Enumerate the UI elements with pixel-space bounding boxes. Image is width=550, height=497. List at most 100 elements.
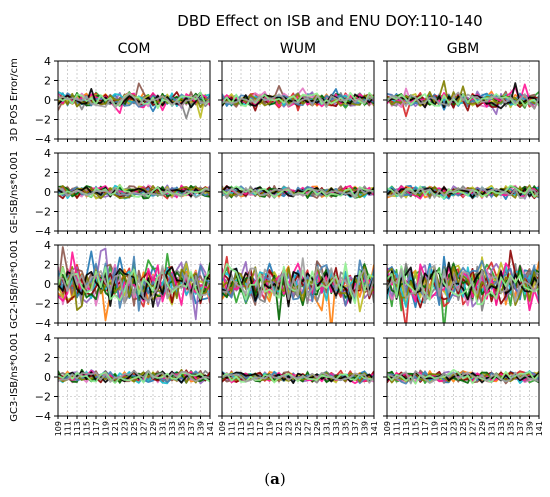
x-tick-label: 111	[393, 421, 402, 436]
row-ylabel-4: GC3-ISB/ns*0.001	[9, 332, 20, 421]
series-group	[58, 368, 210, 385]
y-tick-label: −2	[35, 114, 51, 127]
panel-r1-c2	[218, 60, 375, 142]
x-tick-label: 121	[275, 421, 284, 436]
series-group	[222, 185, 374, 199]
x-tick-label: 135	[507, 421, 516, 436]
series-line-18	[58, 93, 210, 109]
caption-label: a	[270, 470, 280, 488]
x-tick-label: 127	[469, 421, 478, 436]
x-tick-label: 139	[526, 421, 535, 436]
panel-r1-c1: 4 2 0 −2 −4	[35, 55, 211, 146]
x-tick-label: 141	[206, 421, 215, 436]
x-tick-label: 117	[421, 421, 430, 436]
figure-title: DBD Effect on ISB and ENU DOY:110-140	[177, 12, 482, 30]
y-tick-label: −4	[35, 317, 51, 330]
x-tick-label: 123	[121, 421, 130, 436]
y-tick-label: 4	[44, 332, 51, 345]
series-line-17	[387, 265, 539, 306]
x-tick-label: 137	[516, 421, 525, 436]
series-line-16	[58, 88, 210, 109]
x-tick-label: 127	[304, 421, 313, 436]
x-tick-label: 129	[313, 421, 322, 436]
x-tick-label: 131	[323, 421, 332, 436]
series-group	[222, 369, 374, 385]
x-tick-label: 113	[237, 421, 246, 436]
x-tick-label: 137	[351, 421, 360, 436]
x-tick-label: 133	[168, 421, 177, 436]
series-line-18	[387, 264, 539, 305]
y-tick-label: −4	[35, 410, 51, 423]
x-tick-label: 119	[102, 421, 111, 436]
series-group	[387, 80, 539, 118]
series-line-18	[222, 186, 374, 199]
panel-r2-c3	[383, 152, 540, 234]
panel-r4-c3: 109 111 113 115 117 119 121 123 125 127 129 131 133 1…	[383, 337, 544, 436]
y-tick-label: −4	[35, 225, 51, 238]
series-line-16	[58, 186, 210, 198]
x-tick-label: 121	[111, 421, 120, 436]
series-line-16	[222, 371, 374, 384]
x-tick-label: 115	[412, 421, 421, 436]
panel-r3-c1: 4 2 0 −2 −4	[35, 239, 211, 330]
column-title-com: COM	[118, 41, 151, 57]
series-line-18	[58, 265, 210, 305]
x-tick-label: 133	[497, 421, 506, 436]
x-tick-label: 139	[197, 421, 206, 436]
x-tick-label: 125	[294, 421, 303, 436]
series-group	[58, 246, 210, 322]
series-line-17	[387, 184, 539, 200]
column-title-wum: WUM	[280, 41, 316, 57]
x-tick-label: 139	[361, 421, 370, 436]
x-tick-label: 117	[92, 421, 101, 436]
series-line-18	[387, 370, 539, 385]
y-tick-label: 2	[44, 259, 51, 272]
x-tick-label: 123	[285, 421, 294, 436]
series-group	[58, 183, 210, 200]
x-tick-label: 125	[459, 421, 468, 436]
panel-r4-c2: 109 111 113 115 117 119 121 123 125 127 129 131 133 1…	[218, 337, 379, 436]
row-ylabel-1: 3D POS Error/cm	[9, 58, 20, 142]
x-tick-label: 135	[178, 421, 187, 436]
x-tick-label: 135	[342, 421, 351, 436]
x-tick-label: 109	[218, 421, 227, 436]
x-tick-label: 111	[228, 421, 237, 436]
series-line-17	[58, 266, 210, 302]
series-line-18	[222, 257, 374, 301]
y-tick-label: 4	[44, 147, 51, 160]
series-group	[222, 255, 374, 323]
y-tick-label: 4	[44, 55, 51, 68]
x-tick-label: 141	[535, 421, 544, 436]
x-tick-label: 115	[83, 421, 92, 436]
x-tick-label: 121	[440, 421, 449, 436]
y-tick-label: 0	[44, 278, 51, 291]
y-tick-label: 2	[44, 167, 51, 180]
y-tick-label: 0	[44, 371, 51, 384]
y-tick-label: −2	[35, 298, 51, 311]
x-tick-label: 127	[140, 421, 149, 436]
series-line-17	[387, 93, 539, 107]
series-line-18	[387, 186, 539, 199]
panel-r3-c2	[218, 244, 375, 326]
series-line-18	[222, 93, 374, 108]
x-tick-label: 129	[149, 421, 158, 436]
y-tick-label: −4	[35, 133, 51, 146]
x-tick-label: 115	[247, 421, 256, 436]
series-line-16	[222, 267, 374, 308]
x-tick-label: 113	[73, 421, 82, 436]
series-group	[387, 368, 539, 385]
caption-close: )	[279, 470, 286, 488]
panel-r2-c1: 4 2 0 −2 −4	[35, 147, 211, 238]
y-tick-label: 0	[44, 186, 51, 199]
series-group	[58, 82, 210, 120]
series-group	[387, 184, 539, 200]
series-line-18	[58, 369, 210, 383]
x-tick-label: 123	[450, 421, 459, 436]
series-line-17	[58, 370, 210, 384]
series-line-18	[222, 371, 374, 384]
x-tick-label: 137	[187, 421, 196, 436]
x-tick-label: 141	[370, 421, 379, 436]
y-tick-label: 2	[44, 352, 51, 365]
